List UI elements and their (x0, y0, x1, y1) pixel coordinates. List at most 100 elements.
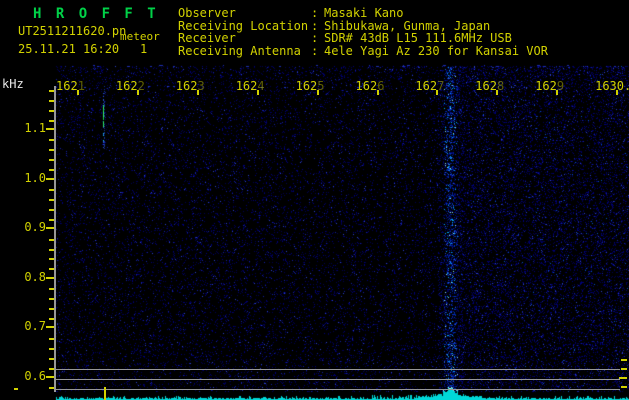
y-axis-minor-tick (49, 139, 54, 142)
x-axis-label: 1630. (595, 80, 629, 93)
y-axis-minor-tick (49, 288, 54, 291)
station-info-row: Observer: Masaki Kano (178, 7, 548, 20)
right-edge-tick (621, 368, 627, 370)
station-info: Observer: Masaki Kano Receiving Location: S… (178, 7, 548, 57)
level-reference-line (56, 389, 620, 390)
info-value: 4ele Yagi Az 230 for Kansai VOR (324, 43, 548, 58)
y-axis-unit: kHz (2, 77, 24, 91)
x-axis-minute-tick (496, 90, 499, 95)
y-axis-major-tick (46, 128, 54, 130)
observation-mode-label: meteor (120, 30, 160, 43)
x-axis-minute-tick (256, 90, 259, 95)
info-label: Receiving Location (178, 18, 309, 33)
y-axis-minor-tick (49, 119, 54, 122)
y-axis-minor-tick (49, 89, 54, 92)
x-label-dim: 8 (496, 79, 505, 93)
y-axis-minor-tick (49, 347, 54, 350)
datetime-label: 25.11.21 16:20 (18, 42, 120, 56)
bottom-left-tick (14, 388, 18, 390)
x-label-dim: 6 (377, 79, 385, 93)
station-info-row: Receiver: SDR# 43dB L15 111.6MHz USB (178, 32, 548, 45)
y-axis-major-tick (46, 326, 54, 329)
info-separator: : (311, 31, 319, 46)
x-axis-minute-tick (436, 90, 439, 95)
x-label-dim: 9 (556, 79, 565, 93)
level-reference-line (56, 369, 620, 370)
x-label-bright: 162 (535, 79, 557, 93)
x-axis-minute-tick (616, 90, 619, 95)
x-label-dim: 1 (77, 79, 85, 93)
x-label-dim: 5 (317, 79, 325, 93)
y-axis-label: 1.0 (24, 170, 46, 185)
x-axis-label: 1627 (415, 80, 444, 93)
x-label-bright: 1630. (595, 79, 629, 93)
meteor-event-marker (104, 387, 106, 400)
info-value: Masaki Kano (324, 6, 404, 20)
x-axis-label: 1622 (116, 80, 145, 93)
right-edge-tick (621, 359, 627, 361)
right-edge-tick (619, 377, 627, 379)
y-axis-major-tick (46, 276, 54, 279)
y-axis-minor-tick (49, 357, 54, 360)
y-axis-label: 0.8 (24, 269, 46, 284)
station-info-row: Receiving Antenna:4ele Yagi Az 230 for K… (178, 45, 548, 58)
x-label-bright: 162 (475, 79, 497, 93)
info-label: Observer (178, 6, 236, 20)
info-separator: : (311, 18, 319, 33)
y-axis-minor-tick (49, 298, 54, 301)
x-label-bright: 162 (235, 79, 258, 93)
y-axis-minor-tick (49, 318, 54, 320)
x-label-bright: 162 (295, 79, 318, 93)
x-axis-label: 1621 (56, 80, 85, 93)
y-axis-minor-tick (49, 159, 54, 162)
app-title: H R O F F T (33, 6, 159, 22)
x-label-dim: 4 (257, 79, 265, 93)
level-reference-line (56, 379, 620, 380)
x-label-dim: 2 (137, 79, 145, 93)
y-axis-minor-tick (49, 258, 54, 261)
x-axis-label: 1623 (176, 80, 205, 93)
y-axis-minor-tick (49, 218, 54, 221)
y-axis-major-tick (46, 376, 54, 378)
y-axis-minor-tick (49, 189, 54, 191)
y-axis-minor-tick (49, 308, 54, 310)
x-label-bright: 162 (415, 79, 438, 93)
y-axis-minor-tick (49, 149, 54, 152)
y-axis-label: 0.7 (24, 319, 46, 334)
y-axis-label: 1.1 (24, 121, 46, 135)
x-axis-minute-tick (376, 90, 379, 95)
y-axis-minor-tick (49, 198, 54, 201)
x-axis-label: 1629 (535, 80, 564, 93)
x-label-dim: 7 (437, 79, 445, 93)
y-axis-minor-tick (49, 387, 54, 390)
x-label-dim: 3 (197, 79, 205, 93)
info-value: Shibukawa, Gunma, Japan (324, 18, 491, 33)
info-separator: : (311, 43, 319, 58)
x-axis-minute-tick (136, 90, 139, 95)
y-axis-minor-tick (49, 238, 54, 241)
x-label-bright: 162 (175, 79, 198, 93)
x-axis-minute-tick (556, 90, 559, 95)
y-axis-major-tick (46, 177, 54, 180)
y-axis-minor-tick (49, 367, 54, 370)
info-label: Receiving Antenna (178, 43, 301, 58)
y-axis-major-tick (46, 227, 54, 230)
y-axis-minor-tick (49, 169, 54, 172)
station-info-row: Receiving Location: Shibukawa, Gunma, Jap… (178, 18, 548, 33)
y-axis-minor-tick (49, 248, 54, 251)
meteor-count: 1 (140, 42, 148, 56)
info-value: SDR# 43dB L15 111.6MHz USB (324, 31, 512, 46)
y-axis-line (54, 86, 56, 392)
y-axis-minor-tick (49, 337, 54, 340)
y-axis-minor-tick (49, 109, 54, 112)
y-axis-label: 0.9 (24, 220, 46, 235)
x-axis-minute-tick (316, 90, 319, 95)
x-axis-label: 1624 (236, 80, 265, 93)
x-label-bright: 162 (115, 79, 138, 93)
y-axis-minor-tick (49, 268, 54, 271)
y-axis-label: 0.6 (24, 369, 46, 383)
y-axis-minor-tick (49, 99, 54, 102)
right-edge-tick (621, 386, 627, 388)
